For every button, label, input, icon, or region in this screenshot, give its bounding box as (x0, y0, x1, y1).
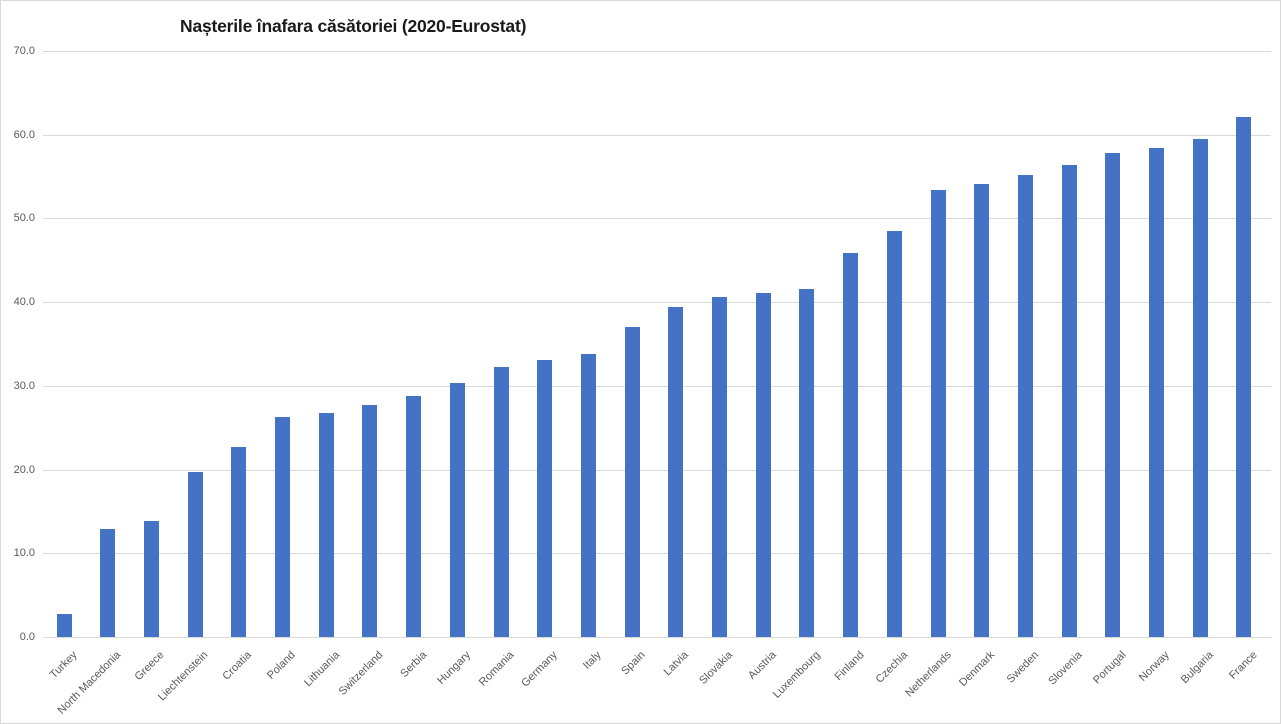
bar-turkey (56, 613, 72, 637)
x-tick-label-latvia: Latvia (662, 649, 692, 679)
bar-hungary (449, 383, 465, 637)
bar-italy (580, 354, 596, 637)
x-tick-label-switzerland: Switzerland (336, 649, 386, 698)
gridline-30 (43, 385, 1271, 387)
bar-germany (537, 359, 553, 637)
x-axis-line (43, 637, 1271, 638)
x-tick-label-poland: Poland (265, 649, 298, 682)
bar-sweden (1017, 174, 1033, 637)
x-tick-label-spain: Spain (619, 649, 648, 678)
x-tick-label-slovakia: Slovakia (697, 649, 735, 687)
y-tick-label-0: 0.0 (19, 631, 35, 643)
x-tick-label-france: France (1226, 649, 1260, 682)
bar-finland (843, 252, 859, 637)
x-tick-label-italy: Italy (581, 649, 604, 672)
bar-poland (275, 416, 290, 637)
x-tick-label-serbia: Serbia (398, 649, 430, 680)
x-tick-label-bulgaria: Bulgaria (1178, 649, 1216, 687)
x-tick-label-denmark: Denmark (957, 649, 998, 690)
x-tick-label-norway: Norway (1137, 649, 1172, 684)
x-tick-label-croatia: Croatia (220, 649, 255, 683)
y-tick-label-30: 30.0 (13, 379, 35, 392)
chart-title: Nașterile înafara căsătoriei (2020-Euros… (180, 16, 527, 36)
bar-france (1236, 117, 1252, 637)
y-tick-label-70: 70.0 (13, 45, 35, 57)
y-tick-label-10: 10.0 (13, 547, 35, 560)
bar-croatia (231, 446, 247, 637)
x-tick-label-germany: Germany (519, 649, 561, 690)
x-tick-label-czechia: Czechia (873, 649, 910, 686)
bar-greece (143, 521, 159, 637)
x-tick-label-greece: Greece (132, 649, 167, 683)
x-tick-label-romania: Romania (476, 649, 517, 689)
gridline-10 (43, 553, 1271, 555)
x-tick-label-finland: Finland (832, 649, 867, 683)
bar-slovenia (1061, 164, 1077, 637)
y-tick-label-40: 40.0 (13, 296, 35, 309)
x-tick-label-austria: Austria (745, 649, 779, 682)
bar-norway (1149, 148, 1164, 637)
x-tick-label-sweden: Sweden (1004, 649, 1041, 686)
x-tick-label-lithuania: Lithuania (301, 649, 342, 690)
bar-netherlands (930, 189, 946, 637)
gridline-50 (43, 218, 1271, 220)
y-tick-label-50: 50.0 (13, 212, 35, 225)
gridline-20 (43, 469, 1271, 471)
x-tick-label-slovenia: Slovenia (1046, 649, 1085, 688)
bar-spain (624, 327, 640, 637)
gridline-40 (43, 302, 1271, 304)
bar-austria (755, 292, 771, 637)
bar-lithuania (318, 412, 334, 637)
bar-romania (493, 366, 509, 637)
bar-switzerland (362, 405, 378, 637)
bar-czechia (886, 230, 902, 637)
bar-slovakia (712, 297, 727, 637)
x-tick-label-portugal: Portugal (1090, 649, 1129, 687)
bar-serbia (406, 395, 422, 637)
x-tick-label-turkey: Turkey (47, 649, 80, 681)
gridline-70 (43, 51, 1271, 52)
bar-denmark (974, 184, 990, 637)
y-tick-label-60: 60.0 (13, 128, 35, 141)
bar-north-macedonia (100, 529, 116, 637)
gridline-60 (43, 134, 1271, 136)
y-tick-label-20: 20.0 (13, 463, 35, 476)
bar-bulgaria (1192, 138, 1208, 637)
bar-luxembourg (799, 288, 815, 637)
bar-latvia (668, 307, 684, 637)
x-tick-label-hungary: Hungary (434, 649, 473, 687)
bar-portugal (1105, 153, 1121, 637)
bar-liechtenstein (187, 472, 203, 637)
